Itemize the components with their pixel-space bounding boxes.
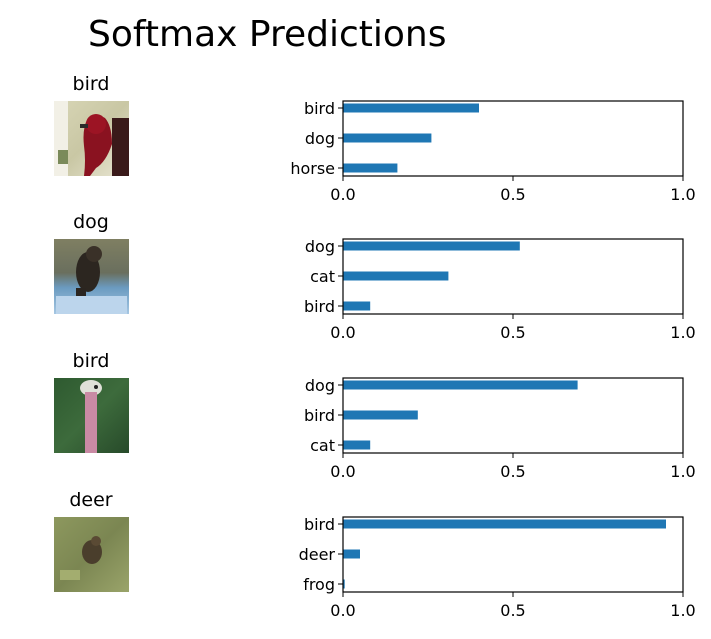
y-tick-label-3-bird: bird xyxy=(304,406,335,425)
thumbnail-4-image xyxy=(54,517,129,592)
bar-panel-3: dog bird cat 0.0 0.5 1.0 xyxy=(304,376,696,481)
thumbnail-2-label: dog xyxy=(73,211,109,233)
thumbnail-2-image xyxy=(54,239,129,314)
bar-3-dog xyxy=(343,380,578,390)
x-tick-label-3-0.0: 0.0 xyxy=(330,462,355,481)
y-tick-label-4-frog: frog xyxy=(303,575,335,594)
x-tick-label-3-1.0: 1.0 xyxy=(670,462,695,481)
x-tick-label-4-1.0: 1.0 xyxy=(670,601,695,620)
x-tick-label-1-1.0: 1.0 xyxy=(670,185,695,204)
thumbnail-3-label: bird xyxy=(73,350,110,372)
x-tick-label-1-0.5: 0.5 xyxy=(500,185,525,204)
bar-2-bird xyxy=(343,301,371,311)
y-tick-label-1-horse: horse xyxy=(290,159,335,178)
thumbnail-1-label: bird xyxy=(73,73,110,95)
x-tick-label-1-0.0: 0.0 xyxy=(330,185,355,204)
y-tick-label-4-bird: bird xyxy=(304,515,335,534)
x-tick-label-2-0.5: 0.5 xyxy=(500,323,525,342)
figure-title: Softmax Predictions xyxy=(88,14,447,55)
bar-panel-1: bird dog horse 0.0 0.5 1.0 xyxy=(290,99,695,204)
y-tick-label-3-cat: cat xyxy=(310,436,335,455)
thumbnail-3: bird xyxy=(54,350,129,453)
bar-panels: bird dog horse 0.0 0.5 1.0 dog cat bird 0.0 0.5 1.0… xyxy=(290,99,695,620)
bar-panel-2: dog cat bird 0.0 0.5 1.0 xyxy=(304,237,696,342)
thumbnail-1: bird xyxy=(54,73,129,176)
y-tick-label-3-dog: dog xyxy=(305,376,335,395)
x-tick-label-4-0.0: 0.0 xyxy=(330,601,355,620)
bar-1-dog xyxy=(343,133,432,143)
y-tick-label-2-bird: bird xyxy=(304,297,335,316)
x-tick-label-2-1.0: 1.0 xyxy=(670,323,695,342)
bar-3-cat xyxy=(343,440,371,450)
bar-panel-4: bird deer frog 0.0 0.5 1.0 xyxy=(299,515,696,620)
y-tick-label-1-bird: bird xyxy=(304,99,335,118)
bar-4-bird xyxy=(343,519,666,529)
bar-3-bird xyxy=(343,410,418,420)
thumbnail-3-image xyxy=(54,378,129,453)
thumbnail-4: deer xyxy=(54,489,129,592)
bar-4-deer xyxy=(343,549,360,559)
bar-1-horse xyxy=(343,163,398,173)
bar-4-frog xyxy=(343,579,345,589)
y-tick-label-4-deer: deer xyxy=(299,545,336,564)
y-tick-label-1-dog: dog xyxy=(305,129,335,148)
bar-2-cat xyxy=(343,271,449,281)
thumbnail-4-label: deer xyxy=(69,489,112,511)
x-tick-label-2-0.0: 0.0 xyxy=(330,323,355,342)
thumbnail-2: dog xyxy=(54,211,129,314)
bar-2-dog xyxy=(343,241,520,251)
x-tick-label-4-0.5: 0.5 xyxy=(500,601,525,620)
y-tick-label-2-dog: dog xyxy=(305,237,335,256)
y-tick-label-2-cat: cat xyxy=(310,267,335,286)
bar-1-bird xyxy=(343,103,479,113)
thumbnail-1-image xyxy=(54,101,129,176)
x-tick-label-3-0.5: 0.5 xyxy=(500,462,525,481)
